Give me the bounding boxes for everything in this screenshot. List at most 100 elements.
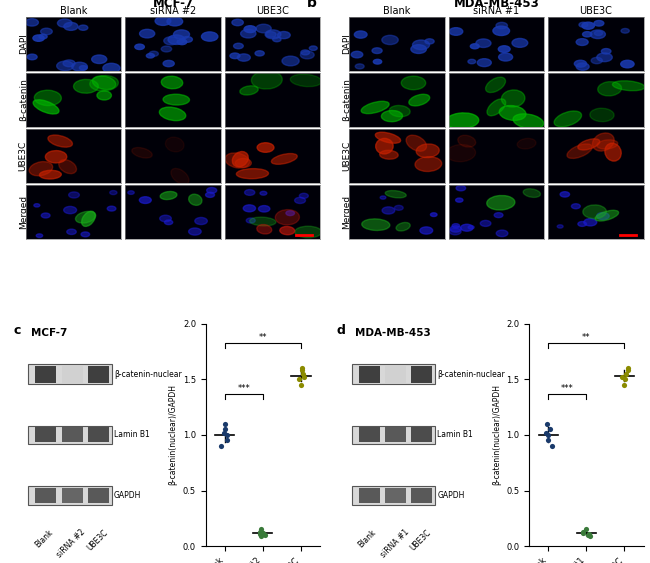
- Circle shape: [25, 19, 38, 26]
- Circle shape: [282, 56, 299, 66]
- Circle shape: [452, 224, 460, 228]
- FancyBboxPatch shape: [411, 366, 432, 383]
- Circle shape: [480, 220, 491, 226]
- Ellipse shape: [132, 148, 152, 158]
- Circle shape: [265, 30, 281, 39]
- Circle shape: [372, 48, 382, 53]
- Circle shape: [256, 24, 271, 33]
- Circle shape: [477, 59, 491, 66]
- Circle shape: [33, 35, 44, 41]
- FancyBboxPatch shape: [28, 486, 112, 504]
- Ellipse shape: [295, 226, 322, 238]
- Ellipse shape: [34, 90, 61, 106]
- Circle shape: [582, 32, 592, 37]
- Title: Blank: Blank: [60, 6, 87, 16]
- Circle shape: [246, 218, 255, 223]
- Point: [294, 375, 304, 384]
- Ellipse shape: [362, 219, 390, 230]
- Ellipse shape: [188, 194, 202, 205]
- Point: [623, 364, 633, 373]
- Circle shape: [499, 46, 510, 52]
- Circle shape: [40, 28, 52, 35]
- Circle shape: [582, 22, 595, 29]
- Point: [541, 428, 551, 437]
- Title: UBE3C: UBE3C: [579, 6, 612, 16]
- Circle shape: [57, 61, 73, 71]
- Circle shape: [41, 213, 50, 218]
- Circle shape: [494, 213, 503, 218]
- Ellipse shape: [237, 169, 268, 178]
- Ellipse shape: [597, 140, 618, 149]
- Point: [621, 369, 631, 378]
- FancyBboxPatch shape: [359, 488, 380, 503]
- Circle shape: [576, 39, 588, 46]
- Circle shape: [107, 206, 116, 211]
- Ellipse shape: [40, 171, 61, 179]
- Circle shape: [557, 225, 563, 228]
- Circle shape: [621, 29, 629, 33]
- Ellipse shape: [160, 191, 177, 199]
- Circle shape: [499, 53, 513, 61]
- Ellipse shape: [446, 145, 476, 162]
- Ellipse shape: [612, 81, 645, 91]
- Ellipse shape: [486, 77, 506, 92]
- Point: [618, 381, 629, 390]
- Text: ***: ***: [237, 383, 250, 392]
- Ellipse shape: [280, 226, 294, 235]
- Point: [623, 366, 633, 375]
- Y-axis label: β-catenin(nuclear)/GAPDH: β-catenin(nuclear)/GAPDH: [492, 385, 500, 485]
- FancyBboxPatch shape: [385, 427, 406, 443]
- Circle shape: [36, 234, 43, 238]
- Circle shape: [168, 35, 185, 44]
- Text: siRNA #2: siRNA #2: [55, 528, 87, 560]
- Circle shape: [301, 50, 309, 55]
- Text: MDA-MB-453: MDA-MB-453: [355, 328, 430, 338]
- Circle shape: [243, 205, 255, 212]
- Circle shape: [579, 22, 588, 27]
- Circle shape: [140, 29, 155, 38]
- Text: **: **: [259, 333, 267, 342]
- Ellipse shape: [73, 79, 98, 93]
- Circle shape: [149, 51, 159, 56]
- Y-axis label: UBE3C: UBE3C: [342, 141, 351, 171]
- Ellipse shape: [578, 139, 600, 150]
- Circle shape: [496, 230, 508, 236]
- Ellipse shape: [291, 74, 322, 87]
- Circle shape: [128, 191, 134, 194]
- Circle shape: [233, 43, 243, 49]
- Point: [296, 381, 306, 390]
- Point: [297, 364, 307, 373]
- Circle shape: [39, 34, 47, 39]
- Circle shape: [560, 191, 569, 197]
- Circle shape: [278, 32, 290, 39]
- Circle shape: [27, 54, 37, 60]
- Circle shape: [468, 226, 474, 229]
- Circle shape: [590, 30, 605, 39]
- Circle shape: [205, 193, 214, 198]
- FancyBboxPatch shape: [411, 427, 432, 443]
- Circle shape: [255, 51, 265, 56]
- Text: MCF-7: MCF-7: [31, 328, 68, 338]
- Ellipse shape: [252, 71, 282, 89]
- Title: UBE3C: UBE3C: [256, 6, 289, 16]
- Ellipse shape: [272, 154, 297, 164]
- Ellipse shape: [29, 162, 53, 176]
- Point: [578, 527, 588, 536]
- Circle shape: [413, 40, 430, 50]
- Ellipse shape: [48, 135, 72, 147]
- Point: [296, 366, 307, 375]
- Y-axis label: DAPI: DAPI: [19, 33, 28, 54]
- Circle shape: [164, 37, 178, 45]
- Text: β-catenin-nuclear: β-catenin-nuclear: [437, 370, 505, 379]
- FancyBboxPatch shape: [36, 488, 57, 503]
- Y-axis label: Merged: Merged: [342, 195, 351, 229]
- Y-axis label: β-catenin: β-catenin: [342, 79, 351, 122]
- FancyBboxPatch shape: [88, 427, 109, 443]
- Ellipse shape: [58, 160, 77, 173]
- Y-axis label: β-catenin(nuclear)/GAPDH: β-catenin(nuclear)/GAPDH: [168, 385, 177, 485]
- Circle shape: [57, 19, 72, 27]
- FancyBboxPatch shape: [359, 427, 380, 443]
- Ellipse shape: [90, 75, 118, 91]
- Point: [616, 373, 627, 382]
- FancyBboxPatch shape: [385, 488, 406, 503]
